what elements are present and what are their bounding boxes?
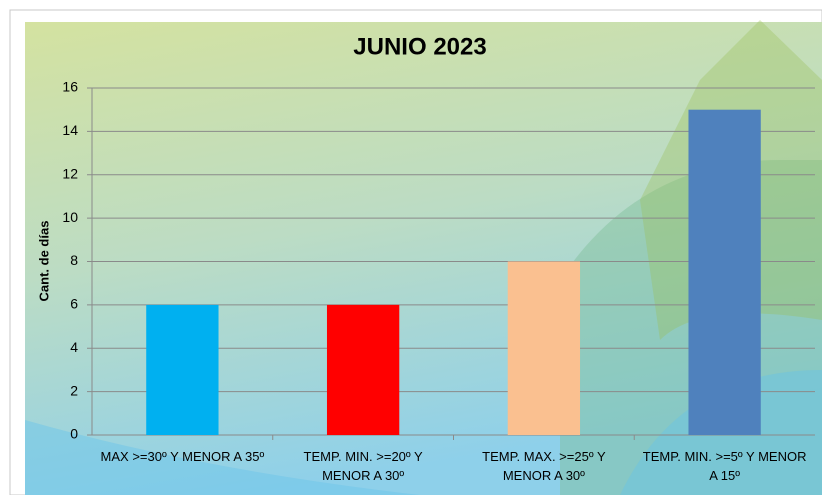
x-tick-label: TEMP. MIN. >=5º Y MENOR A 15º (642, 449, 807, 483)
border (9, 9, 822, 495)
y-axis-label: Cant. de días (36, 221, 51, 302)
bar (688, 109, 761, 435)
y-tick-label: 12 (62, 165, 78, 181)
y-tick-label: 2 (70, 382, 78, 398)
bar (326, 304, 400, 435)
y-tick-label: 14 (62, 122, 78, 138)
bar (507, 261, 581, 435)
y-tick-label: 10 (62, 209, 78, 225)
y-tick-label: 0 (70, 426, 78, 442)
chart-title: JUNIO 2023 (353, 33, 486, 60)
x-tick-label: MAX >=30º Y MENOR A 35º (100, 449, 265, 464)
x-tick-label: TEMP. MIN. >=20º Y MENOR A 30º (303, 449, 423, 483)
y-tick-label: 16 (62, 79, 78, 95)
bar (146, 304, 219, 435)
x-tick-label: TEMP. MAX. >=25º Y MENOR A 30º (482, 449, 606, 483)
y-tick-label: 8 (70, 252, 78, 268)
y-tick-label: 6 (70, 296, 78, 312)
decor (25, 420, 420, 495)
y-tick-label: 4 (70, 339, 78, 355)
